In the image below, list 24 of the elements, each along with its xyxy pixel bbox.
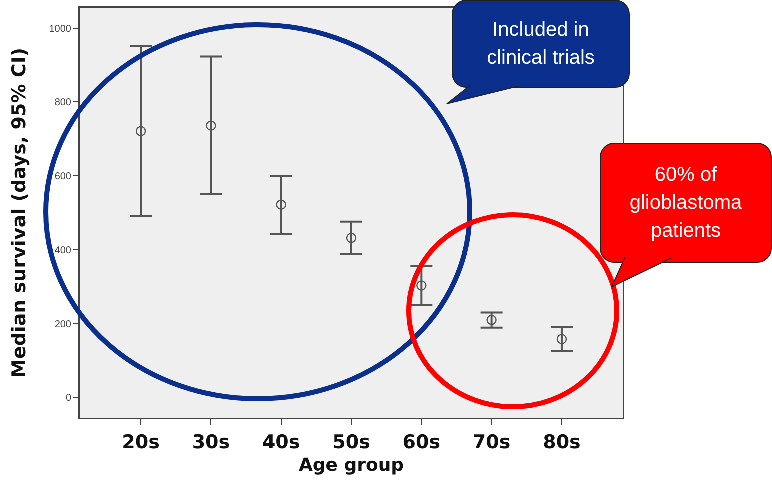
y-axis-title: Median survival (days, 95% CI) xyxy=(8,48,30,378)
x-tick-label: 50s xyxy=(332,431,370,454)
point xyxy=(346,233,357,244)
y-tick-label: 800 xyxy=(54,98,72,109)
y-tick-label: 400 xyxy=(54,245,72,256)
y-tick-label: 600 xyxy=(54,172,72,183)
point xyxy=(136,126,146,136)
annotation: Included in clinical trials xyxy=(452,0,630,88)
y-tick-label: 200 xyxy=(54,319,72,330)
point xyxy=(276,200,286,210)
point xyxy=(556,334,568,344)
x-tick-label: 40s xyxy=(262,431,300,454)
y-tick-label: 0 xyxy=(66,393,72,404)
point xyxy=(416,280,427,291)
x-tick-label: 20s xyxy=(122,431,160,454)
y-tick-label: 1000 xyxy=(49,24,72,35)
point xyxy=(486,315,497,326)
x-tick-label: 70s xyxy=(472,431,511,454)
text: 60% of glioblastoma patients xyxy=(600,143,772,263)
x-axis-title: Age group xyxy=(298,455,404,476)
point xyxy=(206,120,216,131)
x-tick-label: 60s xyxy=(402,431,441,454)
x-tick-label: 80s xyxy=(543,431,581,454)
x-tick-label: 30s xyxy=(192,431,230,454)
